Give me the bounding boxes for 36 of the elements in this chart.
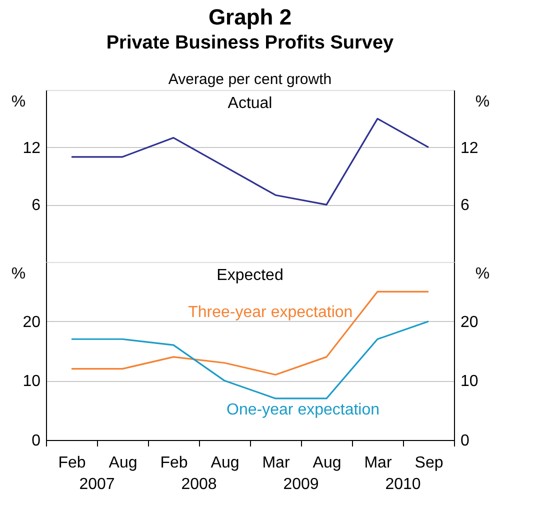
- y-axis-title: %: [11, 266, 26, 282]
- y2-tick-label: 20: [460, 314, 478, 331]
- y2-tick-label: 0: [460, 432, 470, 450]
- text: 2007: [79, 476, 115, 493]
- y-tick-label: 0: [32, 432, 41, 450]
- x-tick-label: Mar: [262, 454, 290, 472]
- y2-axis-title: %: [475, 94, 490, 110]
- text: Average per cent growth: [168, 71, 332, 88]
- y2-axis-title: %: [475, 266, 490, 282]
- text: 2009: [283, 476, 319, 493]
- line-series: [70, 320, 430, 400]
- line-series: [70, 290, 430, 376]
- x-tick-label: Aug: [312, 454, 342, 472]
- series-label: Three-year expectation: [188, 304, 353, 321]
- line-series: [70, 118, 430, 206]
- y2-tick-label: 6: [460, 197, 470, 214]
- x-tick-label: Feb: [160, 454, 188, 472]
- y-tick-label: 20: [22, 314, 41, 331]
- y-tick-label: 10: [22, 373, 41, 390]
- annotation: Expected: [216, 267, 284, 284]
- x-tick-label: Mar: [364, 454, 392, 472]
- chart-title: Graph 2: [208, 4, 292, 30]
- x-tick-label: Feb: [58, 454, 86, 472]
- y-tick-label: 6: [32, 197, 41, 214]
- y-tick-label: 12: [22, 140, 41, 157]
- x-tick-label: Aug: [210, 454, 240, 472]
- chart-subtitle: Private Business Profits Survey: [106, 32, 394, 54]
- annotation: Actual: [228, 95, 272, 112]
- x-tick-label: Sep: [414, 454, 444, 472]
- y2-tick-label: 10: [460, 373, 478, 390]
- y2-tick-label: 12: [460, 140, 478, 157]
- x-tick-label: Aug: [108, 454, 138, 472]
- text: 2008: [181, 476, 217, 493]
- y-axis-title: %: [11, 94, 26, 110]
- text: 2010: [385, 476, 421, 493]
- series-label: One-year expectation: [226, 402, 380, 419]
